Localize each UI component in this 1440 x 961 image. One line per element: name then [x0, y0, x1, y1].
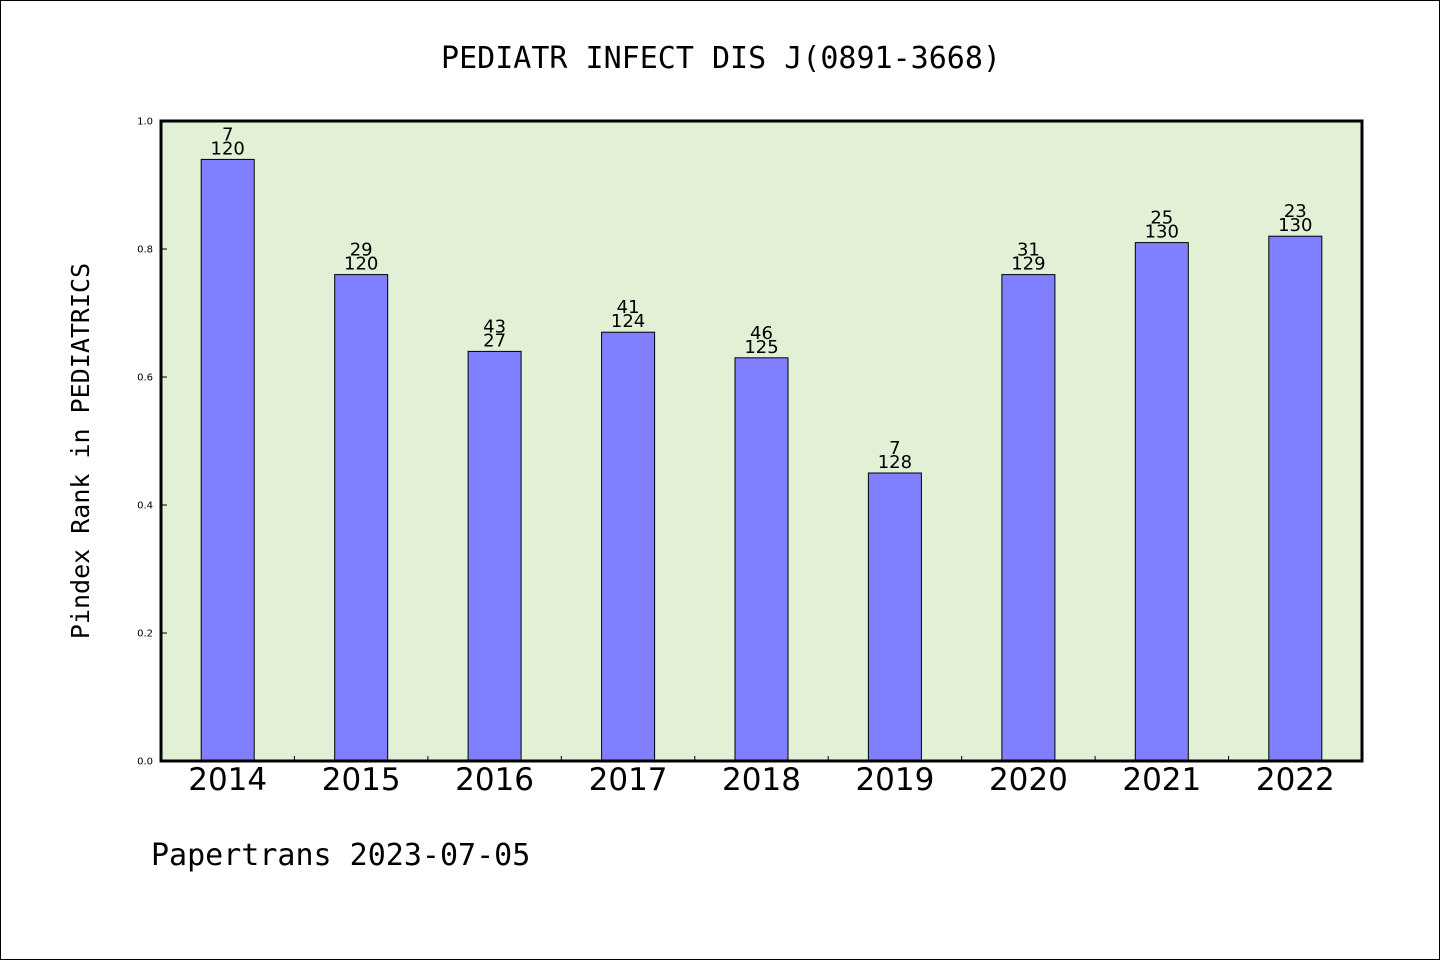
bar-2016 [467, 350, 522, 762]
bar-rank-label-2021: 25 [1150, 208, 1173, 229]
y-axis-label: Pindex Rank in PEDIATRICS [66, 263, 95, 639]
data-labels-group: 7120291204327411244612571283112925130231… [211, 124, 1313, 473]
bars-group [200, 158, 1323, 762]
x-axis: 2014 2015 2016 2017 2018 2019 2020 2021 2022 [188, 756, 1335, 798]
bar-2022 [1268, 235, 1323, 762]
bar-rank-label-2018: 46 [750, 323, 773, 344]
y-tick-label-0.6: 0.6 [137, 373, 153, 384]
bar-rank-label-2016: 43 [483, 316, 506, 337]
bar-total-label-2020: 129 [1011, 254, 1045, 275]
bar-rank-label-2019: 7 [889, 438, 900, 459]
y-tick-label-0.8: 0.8 [137, 245, 153, 256]
bar-2015 [334, 274, 389, 762]
bar-total-label-2017: 124 [611, 311, 645, 332]
y-tick-label-0.0: 0.0 [137, 757, 153, 768]
footer-text: Papertrans 2023-07-05 [151, 838, 530, 873]
bar-total-label-2019: 128 [878, 452, 912, 473]
bar-2018 [734, 357, 789, 762]
bar-2021 [1134, 242, 1189, 762]
bar-2014 [200, 158, 255, 762]
plot-border [159, 119, 1364, 763]
bar-total-label-2018: 125 [744, 337, 778, 358]
bar-rank-label-2014: 7 [222, 124, 233, 145]
y-tick-label-1.0: 1.0 [137, 117, 153, 128]
bar-total-label-2014: 120 [211, 138, 245, 159]
bar-rank-label-2022: 23 [1284, 201, 1307, 222]
bar-total-label-2016: 27 [483, 330, 506, 351]
bar-total-label-2022: 130 [1278, 215, 1312, 236]
chart-title: PEDIATR INFECT DIS J(0891-3668) [441, 41, 1001, 76]
bar-total-label-2021: 130 [1145, 222, 1179, 243]
bar-rank-label-2015: 29 [350, 240, 373, 261]
bar-2019 [867, 472, 922, 762]
y-tick-label-0.4: 0.4 [137, 501, 153, 512]
x-tick-label-2017: 2017 [589, 762, 668, 798]
x-tick-label-2019: 2019 [855, 762, 934, 798]
x-tick-label-2021: 2021 [1122, 762, 1201, 798]
bar-rank-label-2017: 41 [617, 297, 640, 318]
bar-2017 [601, 331, 656, 762]
x-tick-label-2020: 2020 [989, 762, 1068, 798]
x-tick-label-2015: 2015 [322, 762, 401, 798]
bar-total-label-2015: 120 [344, 254, 378, 275]
x-tick-label-2018: 2018 [722, 762, 801, 798]
x-tick-label-2022: 2022 [1256, 762, 1335, 798]
x-tick-label-2014: 2014 [188, 762, 267, 798]
x-tick-label-2016: 2016 [455, 762, 534, 798]
bar-2020 [1001, 274, 1056, 762]
bar-rank-label-2020: 31 [1017, 240, 1040, 261]
y-tick-label-0.2: 0.2 [137, 629, 153, 640]
